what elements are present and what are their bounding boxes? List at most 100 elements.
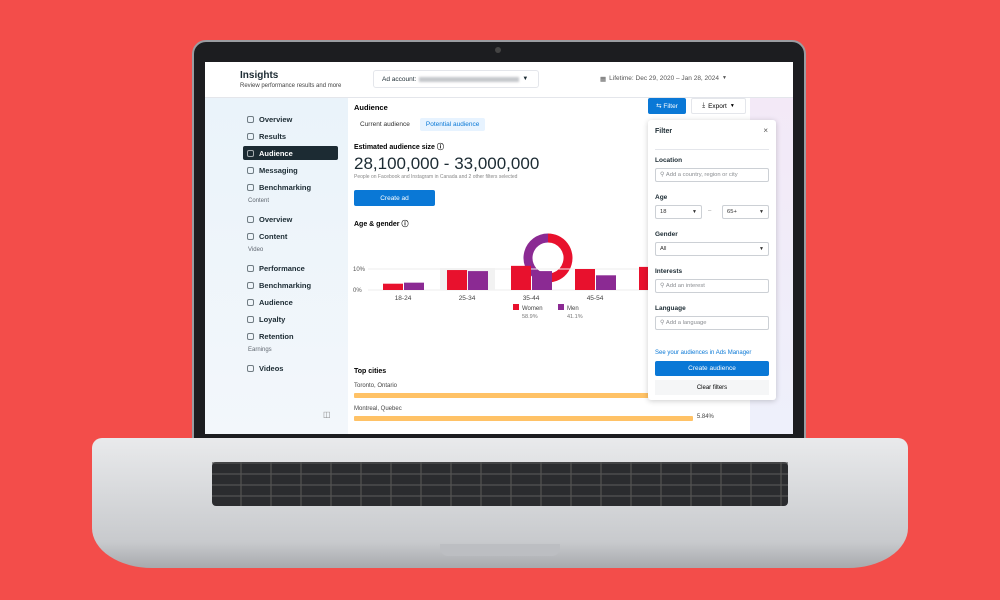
city-value: 5.84% (696, 414, 714, 420)
legend-label: Women (522, 306, 543, 312)
city-bar (354, 393, 719, 398)
sidebar-item-overview[interactable]: Overview (243, 112, 338, 126)
sidebar-item-performance[interactable]: Performance (243, 261, 338, 275)
benchmark-icon (247, 281, 254, 289)
benchmark-icon (247, 183, 254, 191)
sidebar-item-label: Benchmarking (259, 280, 312, 290)
bar-men-25-34 (468, 271, 488, 290)
filter-title: Filter (655, 128, 673, 135)
gender-select[interactable]: All ▼ (655, 242, 769, 256)
info-icon: ⓘ (436, 144, 444, 151)
language-label: Language (655, 305, 686, 312)
export-button[interactable]: ⤓ Export ▼ (691, 98, 746, 114)
x-tick-label: 35-44 (523, 295, 540, 302)
chevron-down-icon: ▼ (759, 209, 764, 215)
ad-account-selector[interactable]: Ad account: ▼ (373, 70, 539, 88)
chevron-down-icon: ▼ (692, 209, 697, 215)
date-range-text: Lifetime: Dec 29, 2020 – Jan 28, 2024 (609, 75, 720, 82)
age-min-select[interactable]: 18 ▼ (655, 205, 702, 219)
city-name: Toronto, Ontario (354, 383, 398, 389)
audience-size-label: Estimated audience size ⓘ (354, 144, 444, 151)
sidebar-item-label: Messaging (259, 165, 298, 175)
bar-women-45-54 (575, 269, 595, 290)
sidebar-item-label: Content (259, 231, 288, 241)
info-icon: ⓘ (401, 221, 409, 228)
donut-slice-men (523, 233, 549, 279)
ad-account-name-blurred (419, 76, 520, 82)
clear-filters-button[interactable]: Clear filters (655, 380, 769, 395)
bar-men-35-44 (532, 271, 552, 290)
sidebar: Overview Results Audience Messaging Benchmar… (205, 98, 348, 434)
sidebar-item-label: Loyalty (259, 314, 286, 324)
sidebar-item-label: Audience (259, 297, 293, 307)
retention-icon (247, 332, 254, 340)
sparkle-icon (247, 115, 254, 123)
ads-manager-link[interactable]: See your audiences in Ads Manager (655, 350, 752, 356)
sidebar-item-messaging[interactable]: Messaging (243, 163, 338, 177)
gender-label: Gender (655, 231, 678, 238)
section-title: Audience (354, 103, 388, 112)
sidebar-item-audience[interactable]: Audience (243, 295, 338, 309)
bar-women-35-44 (511, 265, 531, 290)
y-tick-label: 0% (353, 288, 362, 294)
divider (655, 149, 769, 150)
sidebar-item-label: Audience (259, 148, 293, 158)
chevron-down-icon: ▼ (722, 75, 727, 81)
download-icon: ⤓ (702, 102, 706, 109)
sidebar-item-audience[interactable]: Audience (243, 146, 338, 160)
sidebar-item-benchmarking[interactable]: Benchmarking (243, 278, 338, 292)
chevron-down-icon: ▼ (759, 246, 764, 252)
filter-panel: Filter × Location ⚲ Add a country, regio… (648, 120, 776, 400)
search-icon: ⚲ (660, 320, 665, 326)
chevron-down-icon: ▼ (729, 103, 735, 109)
date-range-selector[interactable]: ▦ Lifetime: Dec 29, 2020 – Jan 28, 2024 … (600, 75, 727, 83)
age-label: Age (655, 194, 668, 201)
screen: Insights Review performance results and … (205, 62, 793, 434)
video-icon (247, 298, 254, 306)
message-icon (247, 166, 254, 174)
create-ad-button[interactable]: Create ad (354, 190, 435, 206)
keyboard-rows (212, 462, 788, 506)
age-gender-title: Age & gender ⓘ (354, 221, 409, 228)
location-input[interactable]: ⚲ Add a country, region or city (655, 168, 769, 182)
close-icon[interactable]: × (763, 126, 768, 135)
x-tick-label: 25-34 (459, 295, 476, 302)
sidebar-item-results[interactable]: Results (243, 129, 338, 143)
legend-swatch-men (558, 304, 564, 310)
collapse-sidebar-icon[interactable]: ◫ (323, 410, 331, 419)
create-audience-button[interactable]: Create audience (655, 361, 769, 376)
bar-women-55-64 (639, 266, 648, 290)
legend-label: Men (567, 306, 579, 312)
sidebar-item-content[interactable]: Content (243, 229, 338, 243)
language-input[interactable]: ⚲ Add a language (655, 316, 769, 330)
page-subtitle: Review performance results and more (240, 83, 342, 89)
main-content: Audience Current audience Potential audi… (348, 98, 740, 434)
sidebar-item-loyalty[interactable]: Loyalty (243, 312, 338, 326)
sidebar-item-retention[interactable]: Retention (243, 329, 338, 343)
sidebar-item-label: Retention (259, 331, 294, 341)
bar-men-45-54 (596, 275, 616, 290)
tab-potential-audience[interactable]: Potential audience (419, 118, 486, 131)
sidebar-item-overview[interactable]: Overview (243, 212, 338, 226)
sidebar-item-benchmarking[interactable]: Benchmarking (243, 180, 338, 194)
filter-button[interactable]: ⇆ Filter (648, 98, 686, 114)
chevron-down-icon: ▼ (522, 76, 529, 82)
tab-current-audience[interactable]: Current audience (360, 121, 410, 128)
sidebar-item-videos[interactable]: Videos (243, 361, 338, 375)
range-dash: – (708, 208, 712, 214)
interests-input[interactable]: ⚲ Add an interest (655, 279, 769, 293)
dollar-icon (247, 364, 254, 372)
page-title: Insights (240, 70, 279, 81)
sidebar-item-label: Videos (259, 363, 284, 373)
sidebar-section-title: Content (248, 198, 270, 204)
sidebar-item-label: Overview (259, 214, 293, 224)
x-tick-label: 18-24 (395, 295, 412, 302)
age-max-select[interactable]: 65+ ▼ (722, 205, 769, 219)
location-label: Location (655, 157, 683, 164)
search-icon: ⚲ (660, 172, 665, 178)
legend-total: 41.1% (567, 314, 583, 320)
people-icon (247, 149, 254, 157)
top-cities-title: Top cities (354, 368, 387, 375)
sidebar-item-label: Overview (259, 114, 293, 124)
age-gender-chart: 0%10%18-2425-3435-4445-5455-64Women58.9%… (353, 233, 648, 320)
